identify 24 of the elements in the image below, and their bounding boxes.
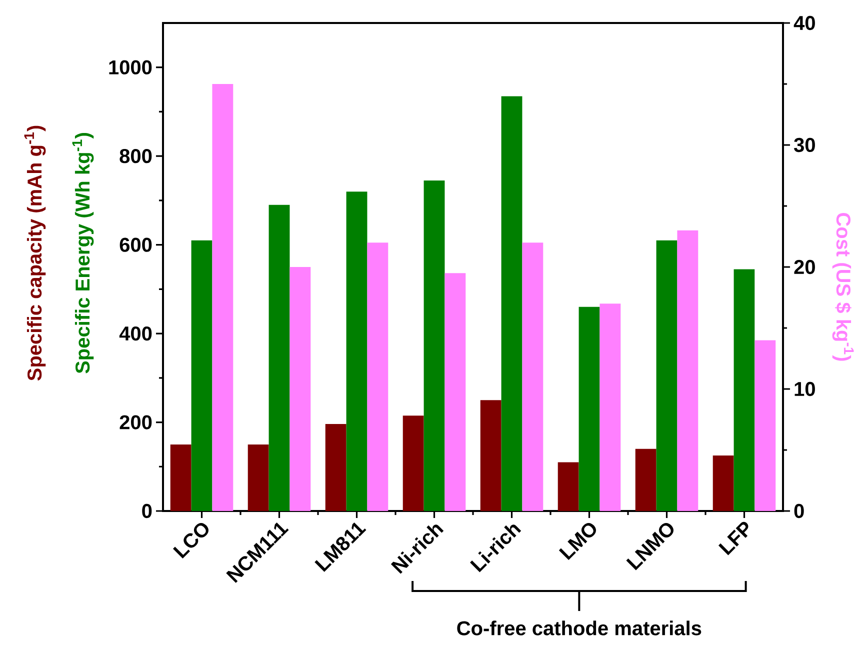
bar [402, 416, 424, 511]
y2-tick-label: 0 [794, 504, 804, 518]
y2-tick-label: 10 [794, 382, 815, 396]
y2-tick-label: 20 [794, 260, 815, 274]
y-tick-label: 800 [120, 149, 152, 164]
bar [635, 448, 656, 511]
x-tick-label: LFP [718, 522, 748, 556]
y-tick-label: 1000 [109, 60, 152, 74]
y-tick-label: 0 [142, 504, 152, 518]
text: Specific Energy (Wh kg$^{-1}$) [72, 133, 94, 374]
bar [712, 456, 734, 511]
y-tick-label: 400 [119, 326, 152, 341]
bar [248, 444, 269, 511]
y-tick-label: 200 [120, 415, 152, 430]
bar [325, 424, 346, 511]
y2-tick-label: 40 [794, 16, 815, 30]
text: Specific capacity (mAh g$^{-1}$) [24, 126, 46, 381]
bar [558, 462, 579, 511]
y2-tick-label: 30 [794, 138, 815, 152]
bar [170, 444, 192, 511]
y-tick-label: 600 [120, 238, 152, 252]
bar [480, 400, 502, 511]
text: Co-free cathode materials [457, 620, 702, 636]
text: Cost (US $ kg$^{-1}$) [832, 213, 854, 361]
